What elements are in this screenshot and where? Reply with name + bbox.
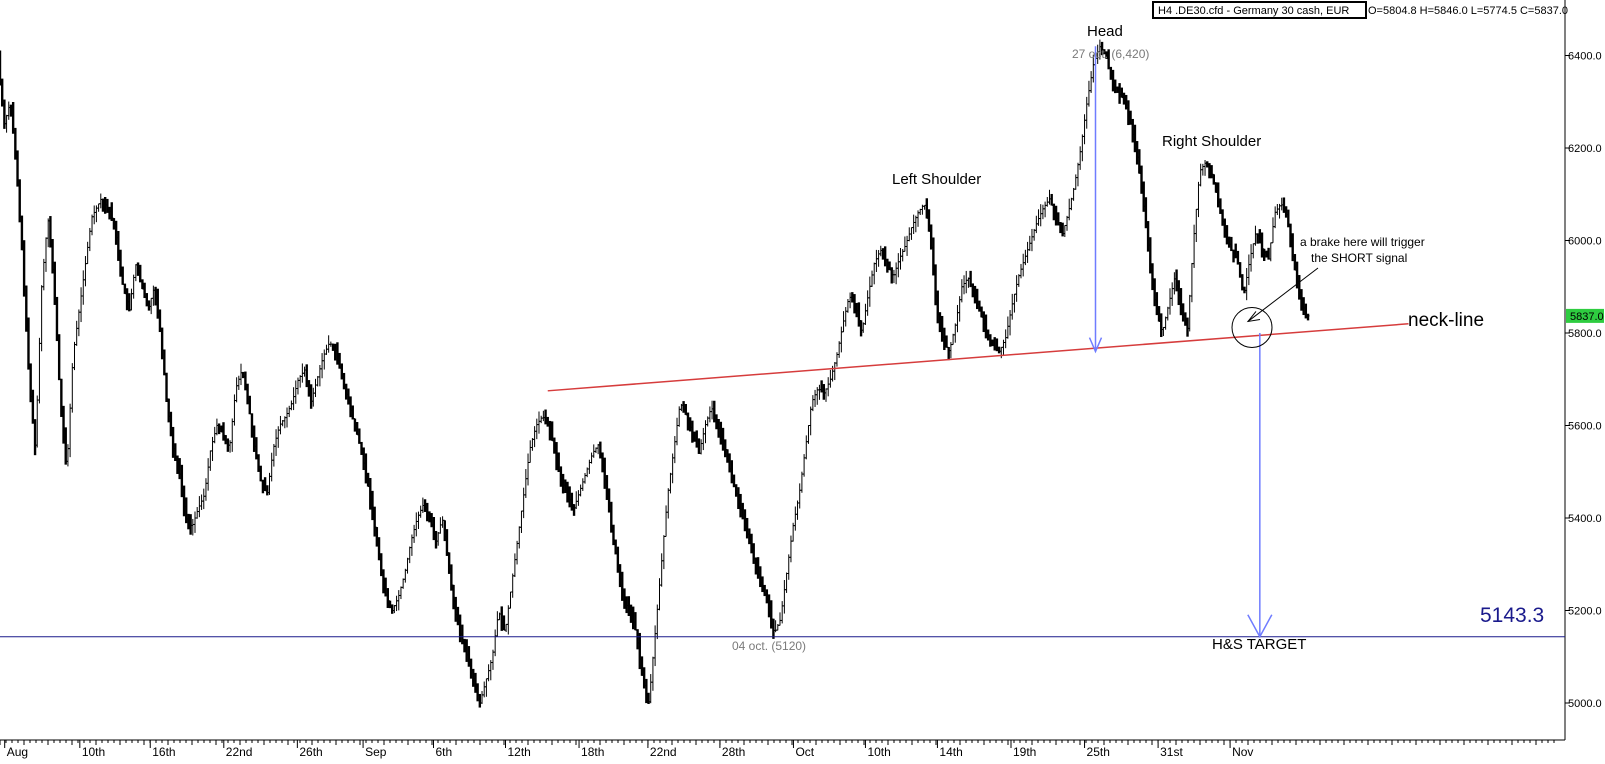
instrument-box-text: H4 .DE30.cfd - Germany 30 cash, EUR: [1158, 5, 1349, 17]
y-tick-label: 6000.0: [1568, 236, 1602, 248]
x-tick-label: Sep: [365, 745, 387, 759]
head-label: Head: [1087, 23, 1123, 40]
target-value-label: 5143.3: [1480, 604, 1544, 627]
y-tick-label: 5400.0: [1568, 513, 1602, 525]
x-tick-label: 26th: [299, 745, 322, 759]
y-tick-label: 5800.0: [1568, 328, 1602, 340]
right-shoulder-label: Right Shoulder: [1162, 133, 1261, 150]
break-note-line-2: the SHORT signal: [1311, 251, 1407, 265]
break-pointer-head: [1246, 311, 1261, 323]
x-tick-label: 6th: [436, 745, 453, 759]
head-arrowhead: [1088, 337, 1103, 354]
price-series: [0, 39, 1310, 708]
y-tick-label: 5600.0: [1568, 421, 1602, 433]
x-tick-label: 16th: [152, 745, 175, 759]
overlays: [0, 46, 1565, 639]
neckline-label: neck-line: [1408, 310, 1484, 331]
neckline: [547, 323, 1409, 392]
y-tick-label: 5200.0: [1568, 606, 1602, 618]
x-tick-label: 18th: [581, 745, 604, 759]
break-circle: [1231, 306, 1273, 348]
x-tick-label: Nov: [1232, 745, 1253, 759]
x-tick-label: 19th: [1013, 745, 1036, 759]
x-tick-label: 28th: [722, 745, 745, 759]
x-tick-label: 14th: [939, 745, 962, 759]
x-tick-label: 12th: [507, 745, 530, 759]
target-label: H&S TARGET: [1212, 636, 1306, 653]
head-point-label: 27 oct. (6,420): [1072, 47, 1149, 61]
x-tick-label: Aug: [7, 745, 28, 759]
y-axis: 5000.0 5200.0 5400.0 5600.0 5800.0 6000.0 6200…: [1565, 51, 1602, 710]
current-price-box: [1566, 308, 1604, 323]
x-tick-label: 31st: [1160, 745, 1183, 759]
instrument-header: H4 .DE30.cfd - Germany 30 cash, EUR O=58…: [1152, 1, 1568, 19]
x-tick-label: 10th: [867, 745, 890, 759]
current-price-value: 5837.0: [1570, 311, 1604, 323]
left-shoulder-label: Left Shoulder: [892, 171, 981, 188]
target-arrowhead: [1247, 614, 1273, 639]
y-tick-label: 5000.0: [1568, 698, 1602, 710]
x-tick-label: 22nd: [226, 745, 253, 759]
low-point-label: 04 oct. (5120): [732, 639, 806, 653]
instrument-box: [1152, 1, 1367, 19]
break-pointer-line: [1247, 267, 1319, 322]
x-tick-label: Oct: [795, 745, 814, 759]
y-tick-label: 6200.0: [1568, 143, 1602, 155]
x-tick-label: 10th: [82, 745, 105, 759]
current-price-tag: 5837.0: [1566, 308, 1604, 323]
ohlc-readout: O=5804.8 H=5846.0 L=5774.5 C=5837.0: [1368, 5, 1568, 17]
x-axis: Aug 10th 16th 22nd 26th Sep 6th 12th 18th 22nd 28t…: [0, 740, 1555, 759]
x-tick-label: 25th: [1087, 745, 1110, 759]
y-tick-label: 6400.0: [1568, 51, 1602, 63]
x-tick-label: 22nd: [650, 745, 677, 759]
break-note-line-1: a brake here will trigger: [1300, 235, 1425, 249]
